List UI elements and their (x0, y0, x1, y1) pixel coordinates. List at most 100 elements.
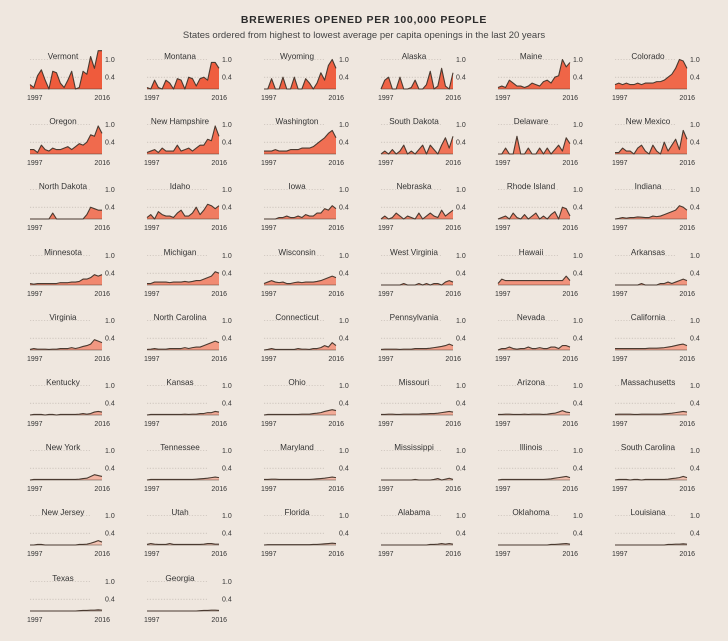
state-panel: Arizona 1.0 0.4 1997 2016 (495, 378, 612, 440)
x-end-label: 2016 (211, 356, 227, 363)
series-line (264, 130, 337, 152)
y-tick-label: 0.4 (105, 531, 115, 538)
state-sparkline: 1.0 0.4 1997 2016 (378, 513, 466, 558)
state-name-label: Virginia (49, 312, 77, 322)
x-start-label: 1997 (261, 356, 277, 363)
series-line (146, 204, 220, 220)
state-sparkline: 1.0 0.4 1997 2016 (495, 318, 583, 363)
state-sparkline: 1.0 0.4 1997 2016 (27, 579, 115, 624)
x-start-label: 1997 (144, 551, 160, 558)
state-sparkline: 1.0 0.4 1997 2016 (378, 57, 466, 102)
state-name-label: Arkansas (630, 247, 666, 257)
state-panel: Oregon 1.0 0.4 1997 2016 (27, 117, 144, 179)
y-tick-label: 1.0 (573, 122, 583, 129)
y-tick-label: 1.0 (339, 122, 349, 129)
x-start-label: 1997 (261, 95, 277, 102)
state-sparkline: 1.0 0.4 1997 2016 (378, 187, 466, 232)
x-end-label: 2016 (211, 160, 227, 167)
state-sparkline: 1.0 0.4 1997 2016 (144, 122, 232, 167)
y-tick-label: 0.4 (573, 335, 583, 342)
state-name-label: New Hampshire (150, 117, 210, 127)
state-panel: Iowa 1.0 0.4 1997 2016 (261, 182, 378, 244)
x-start-label: 1997 (378, 421, 394, 428)
y-tick-label: 1.0 (222, 318, 232, 325)
y-tick-label: 1.0 (456, 318, 466, 325)
state-sparkline: 1.0 0.4 1997 2016 (612, 513, 700, 558)
x-end-label: 2016 (445, 551, 461, 558)
y-tick-label: 1.0 (105, 253, 115, 260)
series-area (381, 411, 453, 415)
y-tick-label: 1.0 (573, 187, 583, 194)
y-tick-label: 1.0 (456, 448, 466, 455)
x-end-label: 2016 (562, 551, 578, 558)
y-tick-label: 1.0 (690, 253, 700, 260)
y-tick-label: 0.4 (222, 466, 232, 473)
state-name-label: Tennessee (160, 443, 200, 453)
state-sparkline: 1.0 0.4 1997 2016 (27, 50, 115, 102)
y-tick-label: 1.0 (573, 448, 583, 455)
state-sparkline: 1.0 0.4 1997 2016 (261, 187, 349, 232)
x-start-label: 1997 (495, 225, 511, 232)
series-line (381, 410, 454, 415)
state-sparkline: 1.0 0.4 1997 2016 (27, 253, 115, 298)
series-area (498, 275, 570, 285)
state-panel: Washington 1.0 0.4 1997 2016 (261, 117, 378, 179)
state-panel: Maryland 1.0 0.4 1997 2016 (261, 443, 378, 505)
state-panel: California 1.0 0.4 1997 2016 (612, 313, 728, 375)
state-name-label: Wyoming (279, 52, 315, 61)
x-start-label: 1997 (144, 486, 160, 493)
state-name-label: Utah (171, 508, 189, 518)
y-tick-label: 1.0 (690, 187, 700, 194)
x-end-label: 2016 (679, 486, 695, 493)
state-sparkline: 1.0 0.4 1997 2016 (612, 318, 700, 363)
x-start-label: 1997 (144, 356, 160, 363)
x-end-label: 2016 (94, 356, 110, 363)
state-panel: Kentucky 1.0 0.4 1997 2016 (27, 378, 144, 440)
y-tick-label: 0.4 (456, 140, 466, 147)
series-line (380, 136, 454, 155)
state-sparkline: 1.0 0.4 1997 2016 (144, 57, 232, 102)
x-end-label: 2016 (562, 291, 578, 298)
x-start-label: 1997 (144, 421, 160, 428)
series-line (381, 477, 454, 481)
state-sparkline: 1.0 0.4 1997 2016 (495, 513, 583, 558)
state-sparkline: 1.0 0.4 1997 2016 (27, 318, 115, 363)
state-name-label: Kentucky (46, 378, 80, 387)
state-name-label: Delaware (513, 117, 549, 127)
state-panel: Wisconsin 1.0 0.4 1997 2016 (261, 248, 378, 310)
state-sparkline: 1.0 0.4 1997 2016 (378, 253, 466, 298)
state-panel: Missouri 1.0 0.4 1997 2016 (378, 378, 495, 440)
x-start-label: 1997 (27, 551, 43, 558)
series-line (497, 275, 571, 284)
x-start-label: 1997 (378, 95, 394, 102)
x-end-label: 2016 (211, 551, 227, 558)
x-end-label: 2016 (328, 551, 344, 558)
state-sparkline: 1.0 0.4 1997 2016 (144, 383, 232, 428)
series-area (381, 68, 453, 89)
series-area (264, 59, 336, 89)
state-sparkline: 1.0 0.4 1997 2016 (495, 383, 583, 428)
series-line (614, 476, 688, 481)
y-tick-label: 1.0 (105, 448, 115, 455)
y-tick-label: 1.0 (573, 57, 583, 64)
series-line (263, 341, 337, 351)
x-end-label: 2016 (562, 356, 578, 363)
state-name-label: Missouri (398, 378, 430, 387)
x-end-label: 2016 (94, 95, 110, 102)
y-tick-label: 0.4 (573, 466, 583, 473)
x-start-label: 1997 (27, 356, 43, 363)
series-line (146, 476, 220, 481)
y-tick-label: 1.0 (339, 513, 349, 520)
x-start-label: 1997 (612, 291, 628, 298)
x-end-label: 2016 (211, 291, 227, 298)
y-tick-label: 0.4 (105, 205, 115, 212)
series-line (614, 58, 688, 86)
state-panel: Nebraska 1.0 0.4 1997 2016 (378, 182, 495, 244)
state-panel: Maine 1.0 0.4 1997 2016 (495, 52, 612, 114)
state-name-label: Indiana (634, 182, 662, 192)
state-name-label: Kansas (166, 378, 194, 387)
x-start-label: 1997 (378, 486, 394, 493)
y-tick-label: 0.4 (573, 140, 583, 147)
state-panel: Pennsylvania 1.0 0.4 1997 2016 (378, 313, 495, 375)
state-sparkline: 1.0 0.4 1997 2016 (261, 253, 349, 298)
